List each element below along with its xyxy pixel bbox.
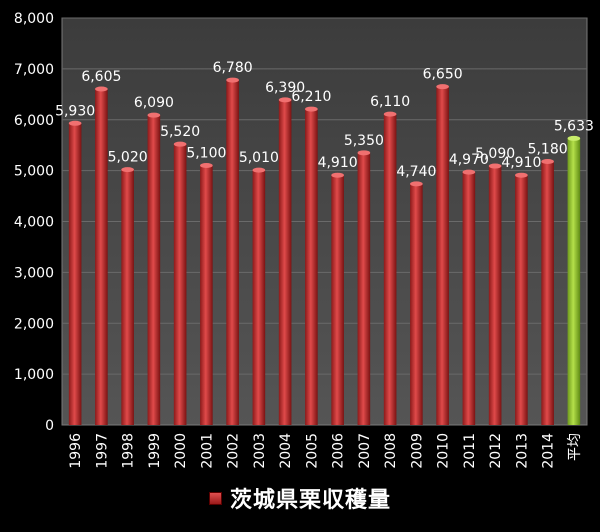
x-tick-label: 1997 (94, 433, 110, 469)
data-label: 4,740 (396, 164, 436, 180)
bar-cap (515, 172, 528, 178)
x-tick-label: 2010 (436, 433, 452, 469)
bar-average (567, 138, 581, 425)
x-tick-label: 2008 (383, 433, 399, 469)
bar (383, 114, 397, 425)
x-tick-label: 2011 (462, 433, 478, 469)
data-label: 5,520 (160, 124, 200, 140)
bar-cap (383, 111, 397, 117)
y-tick-label: 1,000 (14, 367, 54, 383)
bar (515, 175, 528, 425)
data-label: 6,605 (81, 69, 121, 85)
x-tick-label: 2014 (541, 433, 557, 469)
bar (226, 80, 239, 425)
data-label: 6,650 (423, 67, 463, 83)
x-tick-label: 2001 (199, 433, 215, 469)
x-tick-label: 2006 (331, 433, 347, 469)
bar (95, 88, 108, 425)
x-tick-label: 2007 (357, 433, 373, 469)
bar-cap (567, 135, 581, 141)
x-tick-label: 2003 (252, 433, 268, 469)
bar-cap (173, 141, 187, 147)
bar (462, 172, 476, 425)
bar (410, 183, 423, 425)
bar (278, 99, 292, 425)
bar (200, 165, 213, 425)
y-tick-label: 6,000 (14, 113, 54, 129)
x-tick-label: 平均 (567, 433, 583, 461)
bar-cap (462, 169, 476, 175)
bar (121, 169, 134, 425)
bar-cap (226, 77, 239, 83)
data-label: 6,390 (265, 80, 305, 96)
data-label: 5,090 (475, 146, 515, 162)
x-tick-label: 2004 (278, 433, 294, 469)
data-label: 5,350 (344, 133, 384, 149)
y-tick-label: 7,000 (14, 62, 54, 78)
bar (147, 115, 161, 425)
bar-cap (331, 172, 344, 178)
y-tick-label: 2,000 (14, 316, 54, 332)
x-tick-label: 2000 (173, 433, 189, 469)
x-tick-label: 2012 (488, 433, 504, 469)
bar-cap (95, 86, 108, 92)
bar-cap (68, 120, 82, 126)
y-tick-label: 0 (45, 418, 54, 434)
y-tick-label: 8,000 (14, 11, 54, 27)
data-label: 5,020 (108, 150, 148, 166)
legend: 茨城県栗収穫量 (0, 478, 600, 518)
data-label: 6,780 (213, 60, 253, 76)
x-tick-label: 1999 (147, 433, 163, 469)
bar-cap (305, 106, 318, 112)
bar (357, 152, 371, 425)
x-tick-label: 1996 (68, 433, 84, 469)
bar-cap (357, 150, 371, 156)
data-label: 5,100 (186, 146, 226, 162)
bar-cap (541, 158, 554, 164)
bar-cap (488, 163, 502, 169)
data-label: 5,010 (239, 150, 279, 166)
legend-label: 茨城県栗収穫量 (229, 488, 391, 513)
x-tick-label: 2005 (304, 433, 320, 469)
y-tick-label: 5,000 (14, 164, 54, 180)
bar (488, 166, 502, 425)
data-label: 5,930 (55, 103, 95, 119)
x-tick-label: 2009 (409, 433, 425, 469)
data-label: 5,180 (528, 141, 568, 157)
x-tick-label: 1998 (121, 433, 137, 469)
bar-cap (121, 167, 134, 173)
bar (68, 123, 82, 425)
data-label: 4,910 (318, 155, 358, 171)
bar (252, 170, 266, 425)
bar (331, 175, 344, 425)
bar-cap (436, 84, 449, 90)
bar-cap (410, 181, 423, 187)
y-tick-label: 3,000 (14, 265, 54, 281)
legend-swatch (208, 491, 222, 505)
bar (305, 109, 318, 425)
bar (173, 144, 187, 426)
bar-cap (200, 163, 213, 169)
data-label: 4,970 (449, 152, 489, 168)
x-tick-label: 2002 (226, 433, 242, 469)
data-label: 5,633 (554, 118, 594, 134)
data-label: 6,210 (291, 89, 331, 105)
y-tick-label: 4,000 (14, 215, 54, 231)
bar (541, 161, 554, 425)
data-label: 6,090 (134, 95, 174, 111)
data-label: 4,910 (501, 155, 541, 171)
bar-cap (278, 97, 292, 103)
data-label: 6,110 (370, 94, 410, 110)
bar-cap (252, 167, 266, 173)
bar (436, 86, 449, 426)
bar-cap (147, 112, 161, 118)
x-tick-label: 2013 (514, 433, 530, 469)
